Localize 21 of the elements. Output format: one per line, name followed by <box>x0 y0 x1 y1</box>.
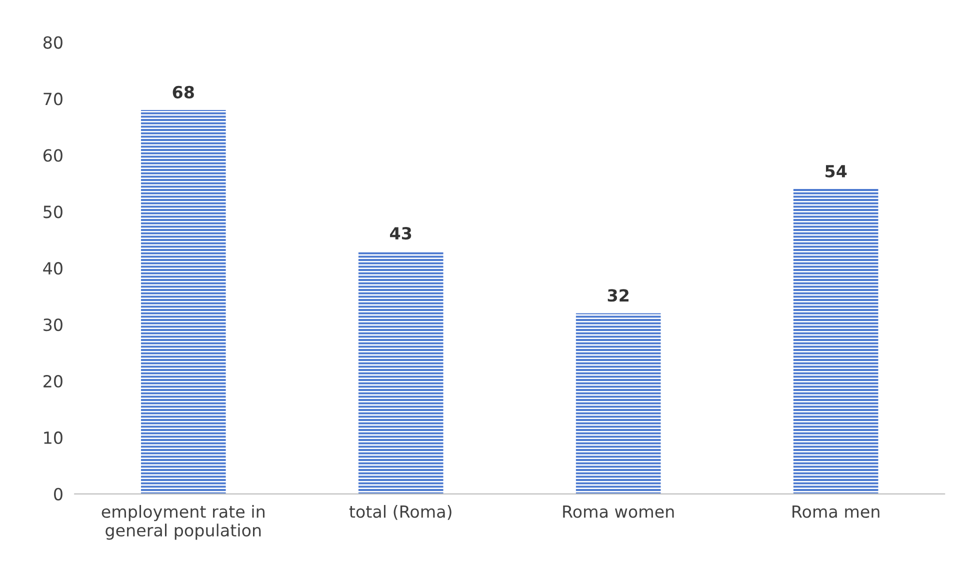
bar <box>576 313 661 494</box>
x-tick-label: Roma men <box>792 506 880 518</box>
y-tick-label: 80 <box>43 36 62 49</box>
bar <box>140 110 226 494</box>
data-label: 54 <box>826 165 847 178</box>
x-tick-label: total (Roma) <box>349 505 452 520</box>
y-tick-label: 0 <box>54 488 62 500</box>
x-tick-label: employment rate in general population <box>102 505 264 540</box>
y-tick-label: 70 <box>44 92 62 106</box>
y-tick-label: 10 <box>44 431 62 444</box>
data-label: 32 <box>608 289 628 302</box>
bar <box>793 189 878 494</box>
data-label: 43 <box>390 226 412 240</box>
y-tick-label: 60 <box>43 149 62 162</box>
y-tick-label: 40 <box>43 262 62 275</box>
data-label: 68 <box>172 86 194 98</box>
y-tick-label: 50 <box>44 206 62 218</box>
y-tick-label: 20 <box>44 374 62 388</box>
y-tick-label: 30 <box>44 318 62 332</box>
x-tick-label: Roma women <box>563 506 674 518</box>
bar <box>358 251 444 494</box>
